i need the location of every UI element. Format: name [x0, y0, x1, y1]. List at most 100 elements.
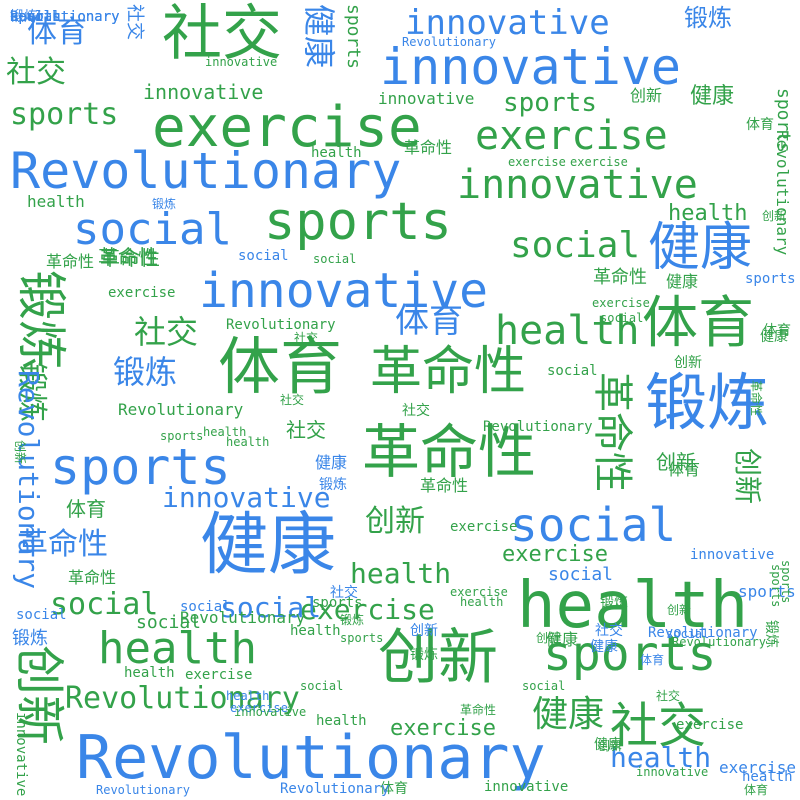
- word-gemingxing: 革命性: [370, 342, 527, 402]
- word-revolutionary: Revolutionary: [226, 317, 336, 333]
- word-tiyu: 体育: [642, 291, 754, 356]
- word-jiankang: 健康: [200, 506, 337, 585]
- word-chuangxin: 创新: [378, 623, 498, 693]
- word-duanlian: 锻炼: [12, 628, 48, 649]
- word-chuangxin: 创新: [731, 448, 764, 505]
- word-health: health: [311, 145, 362, 161]
- word-gemingxing: 革命性: [593, 267, 647, 288]
- word-sports: sports: [340, 631, 384, 645]
- word-shejiao: 社交: [656, 689, 681, 703]
- word-social: social: [180, 599, 231, 615]
- word-gemingxing: 革命性: [460, 703, 497, 717]
- word-social: social: [50, 587, 159, 622]
- word-duanlian: 锻炼: [113, 353, 178, 391]
- word-health: health: [226, 435, 270, 449]
- word-tiyu: 体育: [640, 653, 665, 667]
- word-health: health: [517, 569, 749, 643]
- word-duanlian: 锻炼: [12, 270, 70, 370]
- word-innovative: innovative: [484, 779, 569, 795]
- word-sports: sports: [738, 582, 796, 601]
- word-chuangxin: 创新: [630, 86, 663, 105]
- word-sports: sports: [160, 429, 204, 443]
- word-chuangxin: 创新: [598, 739, 623, 753]
- word-gemingxing: 革命性: [589, 372, 635, 492]
- word-shejiao: 社交: [610, 698, 707, 754]
- word-jiankang: 健康: [300, 4, 338, 69]
- word-health: health: [460, 595, 504, 609]
- word-shejiao: 社交: [6, 55, 66, 90]
- word-exercise: exercise: [676, 717, 744, 733]
- word-exercise: exercise: [719, 758, 797, 777]
- word-tiyu: 体育: [380, 781, 408, 797]
- word-revolutionary: Revolutionary: [280, 781, 390, 797]
- word-exercise: exercise: [300, 593, 435, 626]
- word-gemingxing: 革命性: [100, 246, 160, 270]
- word-innovative: innovative: [143, 80, 264, 104]
- word-revolutionary: Revolutionary: [180, 608, 306, 627]
- word-social: social: [16, 607, 67, 623]
- word-exercise: exercise: [450, 585, 508, 599]
- word-revolutionary: Revolutionary: [483, 419, 593, 435]
- word-duanlian: 锻炼: [763, 620, 779, 648]
- word-chuangxin: 创新: [536, 631, 561, 645]
- word-revolutionary: Revolutionary: [76, 723, 546, 793]
- word-sports: sports: [10, 9, 61, 25]
- word-social: social: [73, 204, 232, 255]
- word-exercise: exercise: [508, 155, 566, 169]
- word-social: social: [510, 498, 677, 552]
- word-chuangxin: 创新: [13, 440, 27, 465]
- word-social: social: [220, 591, 322, 624]
- word-innovative: innovative: [690, 547, 775, 563]
- word-shejiao: 社交: [595, 623, 623, 639]
- word-innovative: innovative: [405, 3, 610, 43]
- word-social: social: [547, 363, 598, 379]
- word-revolutionary: Revolutionary: [648, 625, 758, 641]
- word-exercise: exercise: [108, 285, 176, 301]
- word-revolutionary: Revolutionary: [96, 783, 190, 797]
- word-duanlian: 锻炼: [684, 4, 732, 32]
- word-sports: sports: [503, 88, 597, 118]
- word-innovative: innovative: [205, 55, 278, 69]
- word-revolutionary: Revolutionary: [10, 9, 120, 25]
- word-innovative: innovative: [162, 481, 331, 514]
- word-chuangxin: 创新: [762, 209, 787, 223]
- word-shejiao: 社交: [286, 418, 326, 442]
- word-jiankang: 健康: [590, 639, 618, 655]
- word-jiankang: 健康: [690, 84, 735, 109]
- word-innovative: innovative: [636, 765, 709, 779]
- word-social: social: [136, 612, 202, 633]
- word-sports: sports: [10, 97, 119, 132]
- word-duanlian: 锻炼: [10, 9, 38, 25]
- word-sports: sports: [264, 192, 452, 252]
- word-exercise: exercise: [230, 701, 288, 715]
- word-health: health: [124, 665, 175, 681]
- word-gemingxing: 革命性: [420, 476, 469, 495]
- word-exercise: exercise: [475, 113, 668, 159]
- word-social: social: [600, 311, 644, 325]
- word-chuangxin: 创新: [667, 603, 692, 617]
- word-jiankang: 健康: [315, 453, 348, 472]
- word-sports: sports: [343, 4, 364, 70]
- word-shejiao: 社交: [162, 0, 282, 69]
- word-revolutionary: Revolutionary: [672, 635, 766, 649]
- word-tiyu: 体育: [763, 323, 791, 339]
- word-health: health: [10, 9, 61, 25]
- word-duanlian: 锻炼: [319, 477, 347, 493]
- word-jiankang: 健康: [594, 737, 622, 753]
- word-innovative: innovative: [380, 38, 682, 96]
- word-tiyu: 体育: [395, 301, 463, 341]
- word-health: health: [290, 623, 341, 639]
- word-shejiao: 社交: [330, 585, 358, 601]
- word-social: social: [510, 225, 641, 266]
- word-jiankang: 健康: [760, 329, 788, 345]
- word-tiyu: 体育: [744, 783, 769, 797]
- word-chuangxin: 创新: [365, 504, 425, 539]
- word-duanlian: 锻炼: [600, 595, 628, 611]
- word-social: social: [666, 627, 710, 641]
- word-health: health: [203, 425, 247, 439]
- word-sports: sports: [779, 560, 793, 604]
- word-revolutionary: Revolutionary: [402, 35, 496, 49]
- word-duanlian: 锻炼: [410, 647, 438, 663]
- word-sports: sports: [543, 626, 717, 682]
